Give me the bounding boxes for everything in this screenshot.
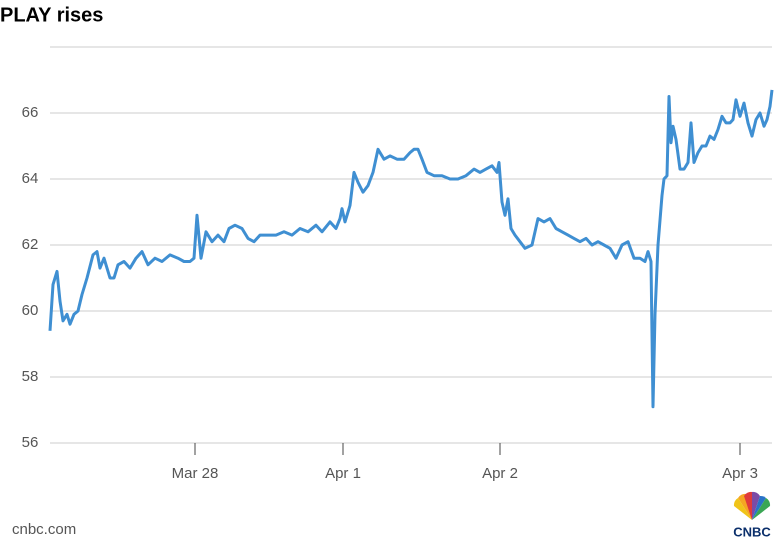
source: cnbc.com [12, 521, 76, 538]
y-tick-label: 64 [22, 170, 39, 187]
x-tick-label: Apr 1 [325, 465, 361, 482]
y-tick-label: 56 [22, 434, 39, 451]
x-tick-label: Mar 28 [172, 465, 219, 482]
y-tick-label: 60 [22, 302, 39, 319]
x-tick-label: Apr 2 [482, 465, 518, 482]
chart-title: PLAY rises [0, 4, 103, 26]
y-tick-label: 62 [22, 236, 39, 253]
logo-text: CNBC [733, 524, 771, 539]
logo: CNBC [733, 491, 771, 539]
y-tick-label: 66 [22, 104, 39, 121]
x-tick-label: Apr 3 [722, 465, 758, 482]
price-line [48, 89, 774, 409]
y-tick-label: 58 [22, 368, 39, 385]
